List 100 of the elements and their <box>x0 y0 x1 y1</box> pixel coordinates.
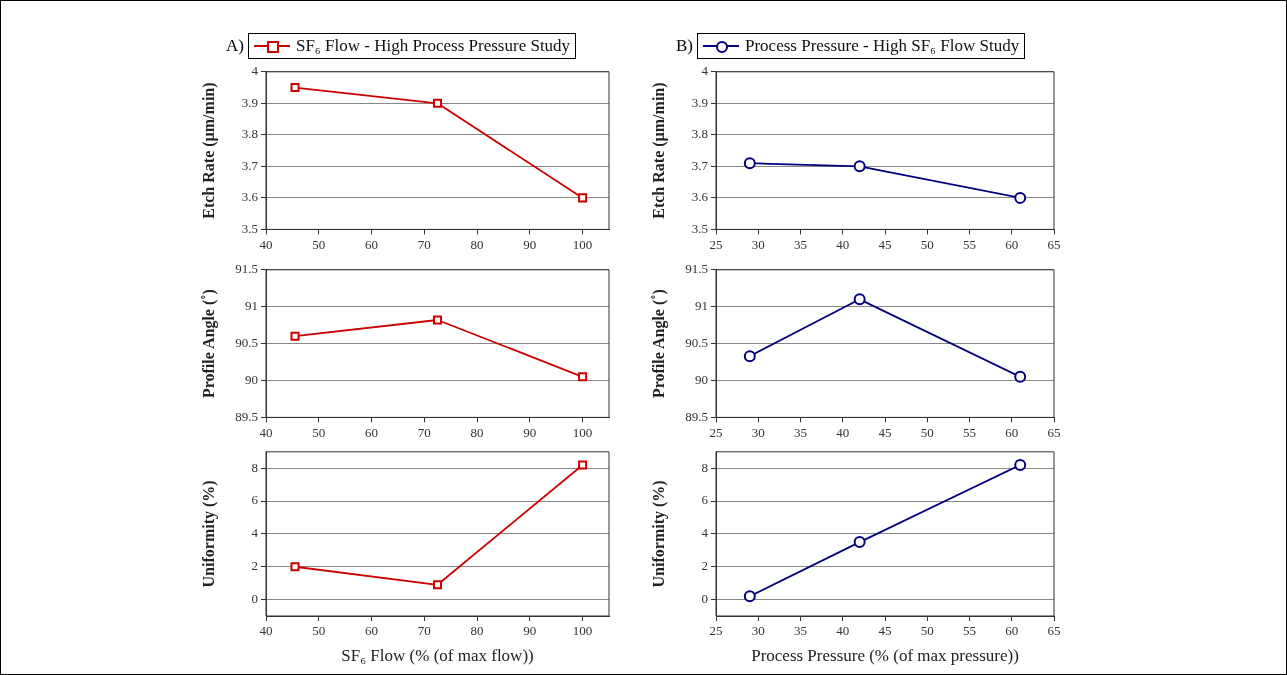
x-tick-label: 80 <box>470 623 484 639</box>
y-tick-label: 3.7 <box>241 157 259 173</box>
x-tick-label: 35 <box>794 236 807 252</box>
y-axis-title: Uniformity (%) <box>649 480 668 588</box>
point <box>578 193 588 203</box>
y-tick-label: 3.5 <box>241 220 258 236</box>
point <box>1014 458 1027 471</box>
x-tick-label: 45 <box>878 623 892 639</box>
y-tick-label: 3.7 <box>691 157 709 173</box>
y-tick-label: 91.5 <box>685 261 708 277</box>
x-tick-label: 45 <box>878 236 892 252</box>
point <box>853 536 866 549</box>
point <box>290 83 300 93</box>
x-tick-label: 25 <box>709 424 723 440</box>
y-axis-title: Etch Rate (µm/min) <box>199 82 218 219</box>
x-tick-label: 60 <box>365 424 379 440</box>
point <box>432 580 443 590</box>
x-tick-label: 60 <box>365 236 379 252</box>
x-tick-label: 100 <box>572 623 593 639</box>
y-tick-label: 3.9 <box>241 94 258 110</box>
y-axis-title: Etch Rate (µm/min) <box>649 82 668 219</box>
x-tick-label: 65 <box>1047 623 1061 639</box>
x-tick-label: 55 <box>963 236 976 252</box>
y-tick-label: 2 <box>701 558 708 574</box>
point <box>743 350 756 363</box>
y-tick-label: 91 <box>695 298 708 314</box>
x-tick-label: 100 <box>572 236 593 252</box>
x-tick-label: 90 <box>523 623 537 639</box>
x-tick-label: 70 <box>417 623 431 639</box>
x-tick-label: 50 <box>312 623 326 639</box>
y-tick-label: 0 <box>701 591 708 606</box>
y-tick-label: 3.6 <box>691 189 709 205</box>
y-tick-label: 4 <box>701 525 709 541</box>
point <box>432 98 443 108</box>
point <box>743 157 756 170</box>
y-tick-label: 3.8 <box>241 126 258 142</box>
x-tick-label: 100 <box>572 424 593 440</box>
x-tick-label: 40 <box>259 236 273 252</box>
x-tick-label: 55 <box>963 424 976 440</box>
x-tick-label: 50 <box>920 424 934 440</box>
point <box>290 331 300 341</box>
point <box>578 460 588 470</box>
x-tick-label: 50 <box>312 424 326 440</box>
x-tick-label: 90 <box>523 236 537 252</box>
x-tick-label: 60 <box>1005 424 1019 440</box>
chart-title: B) <box>676 36 693 56</box>
point <box>1014 370 1027 383</box>
y-axis-title: Profile Angle (˚) <box>649 289 668 399</box>
x-tick-label: 25 <box>709 236 723 252</box>
y-tick-label: 4 <box>251 63 259 79</box>
y-tick-label: 90 <box>695 371 708 387</box>
x-tick-label: 30 <box>751 424 765 440</box>
x-tick-label: 50 <box>920 623 934 639</box>
y-tick-label: 6 <box>251 492 259 508</box>
x-tick-label: 80 <box>470 236 484 252</box>
y-tick-label: 8 <box>701 459 708 475</box>
y-axis-title: Uniformity (%) <box>199 480 218 588</box>
y-tick-label: 4 <box>251 525 259 541</box>
y-tick-label: 8 <box>251 459 258 475</box>
x-tick-label: 30 <box>751 236 765 252</box>
x-tick-label: 35 <box>794 424 807 440</box>
legend-label: SF₆ Flow - High Process Pressure Study <box>295 36 571 56</box>
x-tick-label: 60 <box>365 623 379 639</box>
point <box>853 293 866 306</box>
x-tick-label: 40 <box>259 623 273 639</box>
x-tick-label: 40 <box>836 236 850 252</box>
y-tick-label: 90.5 <box>685 335 708 351</box>
x-tick-label: 50 <box>920 236 934 252</box>
point <box>432 315 443 325</box>
y-tick-label: 90 <box>245 371 258 387</box>
y-tick-label: 90.5 <box>235 335 258 351</box>
y-tick-label: 6 <box>701 492 709 508</box>
y-tick-label: 91.5 <box>235 261 258 277</box>
point <box>853 160 866 173</box>
x-tick-label: 50 <box>312 236 326 252</box>
point <box>578 372 588 382</box>
y-tick-label: 3.6 <box>241 189 259 205</box>
x-tick-label: 25 <box>709 623 723 639</box>
x-tick-label: 70 <box>417 424 431 440</box>
chart-title: A) <box>226 36 244 56</box>
y-tick-label: 3.5 <box>691 220 708 236</box>
x-axis-title: SF₆ Flow (% (of max flow)) <box>341 646 534 666</box>
x-tick-label: 60 <box>1005 236 1019 252</box>
x-tick-label: 55 <box>963 623 976 639</box>
y-axis-title: Profile Angle (˚) <box>199 289 218 399</box>
x-tick-label: 65 <box>1047 236 1061 252</box>
y-tick-label: 3.9 <box>691 94 708 110</box>
x-tick-label: 40 <box>836 424 850 440</box>
y-tick-label: 2 <box>251 558 258 574</box>
point <box>290 562 300 572</box>
x-tick-label: 80 <box>470 424 484 440</box>
x-tick-label: 70 <box>417 236 431 252</box>
x-tick-label: 60 <box>1005 623 1019 639</box>
y-tick-label: 0 <box>251 591 258 606</box>
x-tick-label: 40 <box>259 424 273 440</box>
x-tick-label: 65 <box>1047 424 1061 440</box>
x-tick-label: 45 <box>878 424 892 440</box>
y-tick-label: 89.5 <box>235 408 258 424</box>
x-tick-label: 40 <box>836 623 850 639</box>
x-tick-label: 35 <box>794 623 807 639</box>
